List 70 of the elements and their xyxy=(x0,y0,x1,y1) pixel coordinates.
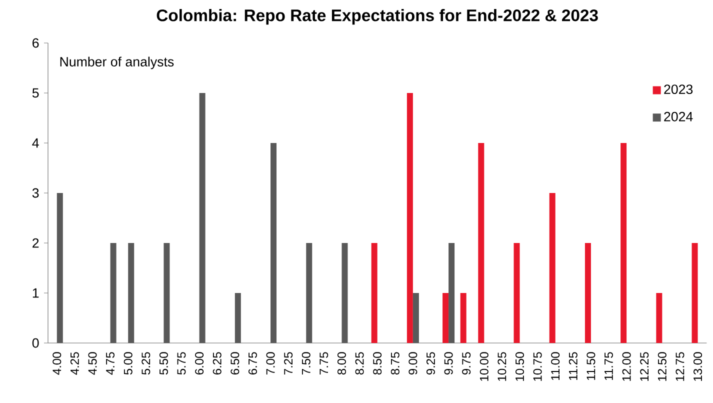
x-tick-label: 11.50 xyxy=(586,352,596,380)
bar xyxy=(460,292,466,343)
y-tick-label: 2 xyxy=(32,238,39,248)
x-tick-label: 9.50 xyxy=(444,352,453,374)
bar xyxy=(371,242,378,343)
x-tick-label: 7.50 xyxy=(302,352,310,374)
bar xyxy=(549,193,556,343)
x-tick-label: 9.25 xyxy=(426,352,435,374)
y-tick-label: 6 xyxy=(32,38,39,48)
legend-label: 2023 xyxy=(664,84,693,94)
bar xyxy=(234,292,241,343)
y-axis-title: Number of analysts xyxy=(60,56,174,70)
x-tick-label: 5.50 xyxy=(159,352,168,375)
bar xyxy=(448,242,455,343)
bar xyxy=(442,292,449,343)
x-tick-label: 8.25 xyxy=(355,352,364,375)
x-tick-label: 9.00 xyxy=(408,352,418,374)
x-tick-label: 4.00 xyxy=(52,352,62,375)
x-tick-label: 12.50 xyxy=(658,352,666,381)
x-tick-label: 8.00 xyxy=(337,352,346,375)
y-tick-label: 1 xyxy=(32,288,39,298)
bar xyxy=(584,242,591,343)
x-tick-label: 12.75 xyxy=(676,352,684,381)
bar xyxy=(56,193,63,343)
y-tick-label: 5 xyxy=(32,88,39,98)
bar xyxy=(620,143,627,343)
x-tick-label: 6.25 xyxy=(212,352,222,374)
bar xyxy=(306,242,312,343)
x-tick-label: 10.00 xyxy=(480,352,488,381)
bar xyxy=(656,292,662,343)
legend-label: 2024 xyxy=(664,112,693,122)
x-tick-label: 7.25 xyxy=(284,352,293,374)
x-tick-label: 7.75 xyxy=(320,352,328,374)
bar xyxy=(128,242,134,343)
x-tick-label: 6.75 xyxy=(248,352,257,374)
x-tick-label: 4.50 xyxy=(88,352,97,375)
bar xyxy=(270,143,277,343)
bar xyxy=(412,292,419,343)
x-tick-label: 8.75 xyxy=(390,352,400,375)
y-tick-label: 0 xyxy=(32,338,39,348)
x-tick-label: 10.75 xyxy=(533,352,542,381)
bar xyxy=(478,143,484,343)
x-tick-label: 11.75 xyxy=(604,352,613,380)
x-tick-label: 4.75 xyxy=(106,352,115,375)
bar xyxy=(406,92,413,343)
x-tick-label: 9.75 xyxy=(462,352,471,374)
y-tick-label: 3 xyxy=(32,188,39,198)
x-tick-label: 12.00 xyxy=(622,352,631,381)
x-tick-label: 10.50 xyxy=(516,352,524,381)
bar xyxy=(514,242,520,343)
x-tick-label: 6.00 xyxy=(195,352,204,374)
bar xyxy=(164,242,170,343)
x-tick-label: 11.00 xyxy=(551,352,560,380)
bar xyxy=(342,242,348,343)
x-tick-label: 12.25 xyxy=(640,352,649,381)
bar xyxy=(110,242,116,343)
bar xyxy=(692,242,698,343)
x-tick-label: 5.25 xyxy=(142,352,150,375)
x-tick-label: 5.00 xyxy=(124,352,132,375)
x-tick-label: 4.25 xyxy=(70,352,79,375)
x-tick-label: 7.00 xyxy=(266,352,275,374)
x-tick-label: 11.25 xyxy=(568,352,578,380)
x-tick-label: 6.50 xyxy=(230,352,240,374)
x-tick-label: 10.25 xyxy=(498,352,506,381)
bar xyxy=(199,92,206,343)
x-tick-label: 13.00 xyxy=(694,352,702,381)
x-tick-label: 8.50 xyxy=(373,352,382,375)
y-tick-label: 4 xyxy=(32,138,39,148)
x-tick-label: 5.75 xyxy=(177,352,186,375)
chart-title: Colombia: Repo Rate Expectations for End-2022 & 2023 xyxy=(156,9,598,25)
